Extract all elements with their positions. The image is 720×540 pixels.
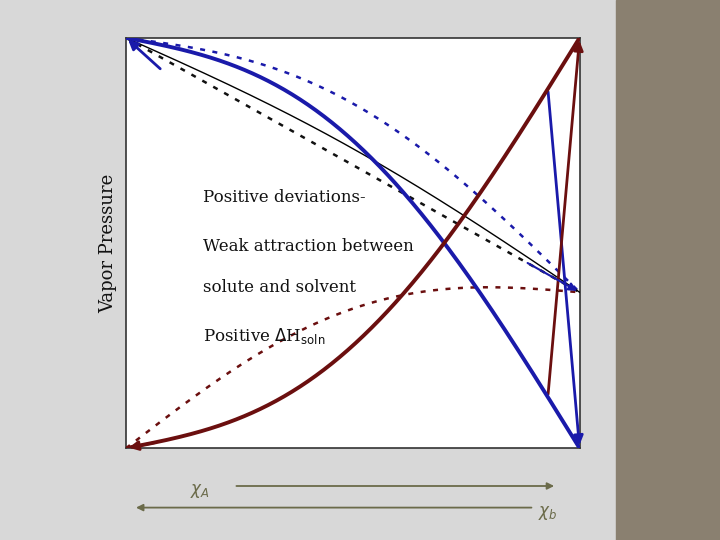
Text: Positive $\Delta$H$_{\mathrm{soln}}$: Positive $\Delta$H$_{\mathrm{soln}}$ [203,327,325,347]
Text: $\chi_b$: $\chi_b$ [538,504,557,522]
Text: $\chi_A$: $\chi_A$ [190,482,210,501]
Text: Positive deviations-: Positive deviations- [203,189,366,206]
Y-axis label: Vapor Pressure: Vapor Pressure [99,173,117,313]
Text: solute and solvent: solute and solvent [203,279,356,296]
Text: Weak attraction between: Weak attraction between [203,238,414,255]
